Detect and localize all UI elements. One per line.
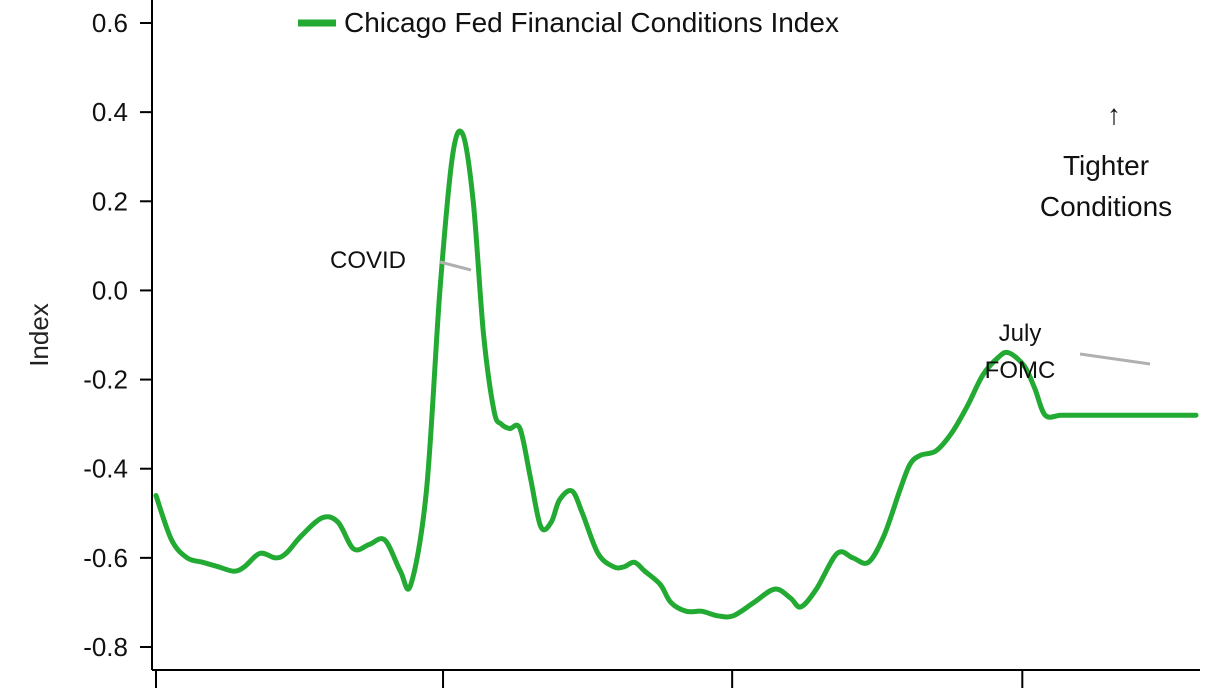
covid-leader-line bbox=[439, 260, 472, 272]
covid-label: COVID bbox=[330, 247, 406, 274]
y-tick-label: -0.2 bbox=[83, 365, 128, 395]
up-arrow-icon: ↑ bbox=[1107, 99, 1121, 130]
y-tick-label: -0.6 bbox=[83, 543, 128, 573]
conditions-label: Conditions bbox=[1040, 191, 1172, 222]
tighter-label: Tighter bbox=[1063, 150, 1149, 181]
y-tick-label: 0.2 bbox=[92, 186, 128, 216]
series-line bbox=[153, 128, 1199, 620]
y-axis-title: Index bbox=[24, 303, 54, 367]
tighter-conditions-annotation: ↑ Tighter Conditions bbox=[1040, 99, 1172, 222]
legend-label: Chicago Fed Financial Conditions Index bbox=[344, 7, 839, 38]
y-ticks: 0.6 0.4 0.2 0.0 -0.2 -0.4 -0.6 -0.8 bbox=[83, 8, 152, 662]
x-ticks bbox=[155, 670, 1024, 688]
july-fomc-leader-line bbox=[1079, 352, 1151, 366]
y-tick-label: 0.0 bbox=[92, 275, 128, 305]
y-tick-label: 0.4 bbox=[92, 97, 128, 127]
y-tick-label: -0.4 bbox=[83, 454, 128, 484]
covid-annotation: COVID bbox=[330, 247, 472, 274]
legend: Chicago Fed Financial Conditions Index bbox=[298, 7, 839, 38]
july-fomc-annotation: July FOMC bbox=[985, 320, 1151, 384]
y-tick-label: 0.6 bbox=[92, 8, 128, 38]
july-fomc-label-line1: July bbox=[999, 320, 1042, 347]
july-fomc-label-line2: FOMC bbox=[985, 357, 1056, 384]
y-tick-label: -0.8 bbox=[83, 632, 128, 662]
